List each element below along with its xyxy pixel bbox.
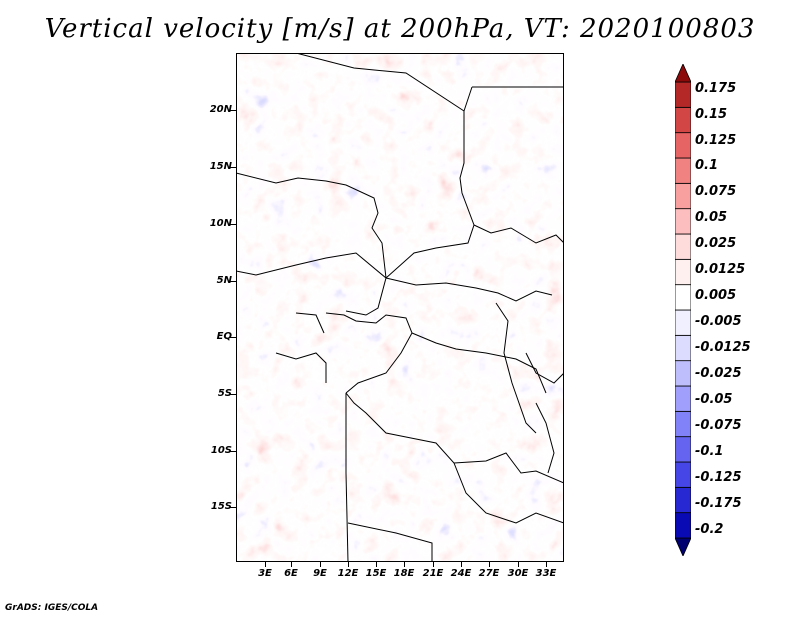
country-borders bbox=[236, 53, 564, 562]
y-tick bbox=[230, 337, 236, 338]
y-tick-label: 5S bbox=[217, 388, 232, 399]
colorbar-label: -0.005 bbox=[695, 314, 742, 329]
colorbar-swatch bbox=[675, 537, 691, 556]
colorbar-label: 0.175 bbox=[695, 81, 737, 96]
x-tick-label: 12E bbox=[337, 568, 359, 579]
x-tick bbox=[348, 562, 349, 567]
x-tick bbox=[320, 562, 321, 567]
x-tick-label: 15E bbox=[365, 568, 387, 579]
velocity-map bbox=[236, 53, 564, 562]
colorbar-swatch bbox=[675, 360, 691, 387]
colorbar-label: 0.0125 bbox=[695, 262, 746, 277]
y-tick-label: 15N bbox=[209, 161, 232, 172]
y-tick bbox=[230, 281, 236, 282]
x-tick bbox=[265, 562, 266, 567]
x-tick bbox=[376, 562, 377, 567]
colorbar-label: -0.0125 bbox=[695, 340, 751, 355]
colorbar-swatch bbox=[675, 157, 691, 184]
colorbar-swatch bbox=[675, 410, 691, 438]
y-tick-label: 10N bbox=[209, 218, 232, 229]
x-tick-label: 33E bbox=[535, 568, 557, 579]
colorbar-label: 0.075 bbox=[695, 184, 737, 199]
colorbar-label: -0.175 bbox=[695, 496, 742, 511]
y-tick bbox=[230, 110, 236, 111]
footer-credit: GrADS: IGES/COLA bbox=[5, 603, 99, 613]
colorbar bbox=[675, 64, 691, 556]
colorbar-label: 0.05 bbox=[695, 210, 728, 225]
colorbar-label: -0.05 bbox=[695, 392, 733, 407]
x-tick-label: 30E bbox=[507, 568, 529, 579]
x-tick bbox=[546, 562, 547, 567]
field-fill bbox=[236, 53, 564, 562]
colorbar-swatch bbox=[675, 284, 691, 311]
colorbar-label: -0.1 bbox=[695, 444, 724, 459]
colorbar-label: 0.1 bbox=[695, 158, 719, 173]
x-tick bbox=[291, 562, 292, 567]
y-tick bbox=[230, 224, 236, 225]
colorbar-swatch bbox=[675, 208, 691, 235]
colorbar-label: 0.025 bbox=[695, 236, 737, 251]
x-tick bbox=[489, 562, 490, 567]
colorbar-swatch bbox=[675, 182, 691, 210]
y-tick bbox=[230, 451, 236, 452]
colorbar-swatch bbox=[675, 106, 691, 134]
x-tick bbox=[461, 562, 462, 567]
y-tick bbox=[230, 394, 236, 395]
x-tick-label: 3E bbox=[258, 568, 272, 579]
colorbar-swatch bbox=[675, 81, 691, 108]
colorbar-swatch bbox=[675, 486, 691, 514]
y-tick-label: 5N bbox=[216, 275, 232, 286]
y-tick-label: 20N bbox=[209, 104, 232, 115]
x-tick bbox=[433, 562, 434, 567]
colorbar-label: -0.125 bbox=[695, 470, 742, 485]
colorbar-swatch bbox=[675, 233, 691, 260]
chart-title: Vertical velocity [m/s] at 200hPa, VT: 2… bbox=[44, 14, 756, 44]
colorbar-label: 0.005 bbox=[695, 288, 737, 303]
x-tick-label: 21E bbox=[422, 568, 444, 579]
x-tick-label: 9E bbox=[313, 568, 327, 579]
x-tick-label: 24E bbox=[450, 568, 472, 579]
x-tick bbox=[404, 562, 405, 567]
colorbar-swatch bbox=[675, 334, 691, 362]
colorbar-swatch bbox=[675, 64, 691, 83]
y-tick-label: 10S bbox=[210, 445, 232, 456]
y-tick-label: 15S bbox=[210, 501, 232, 512]
colorbar-label: -0.2 bbox=[695, 522, 724, 537]
colorbar-label: -0.075 bbox=[695, 418, 742, 433]
colorbar-swatch bbox=[675, 436, 691, 463]
colorbar-label: 0.15 bbox=[695, 107, 728, 122]
x-tick-label: 18E bbox=[393, 568, 415, 579]
x-tick-label: 27E bbox=[478, 568, 500, 579]
colorbar-swatch bbox=[675, 132, 691, 159]
colorbar-swatch bbox=[675, 512, 691, 539]
colorbar-swatch bbox=[675, 309, 691, 336]
x-tick bbox=[518, 562, 519, 567]
x-tick-label: 6E bbox=[284, 568, 298, 579]
colorbar-swatch bbox=[675, 461, 691, 488]
y-tick bbox=[230, 507, 236, 508]
y-tick bbox=[230, 167, 236, 168]
colorbar-swatch bbox=[675, 385, 691, 412]
y-tick-label: EQ bbox=[216, 331, 232, 342]
colorbar-swatch bbox=[675, 258, 691, 286]
colorbar-label: -0.025 bbox=[695, 366, 742, 381]
colorbar-label: 0.125 bbox=[695, 133, 737, 148]
